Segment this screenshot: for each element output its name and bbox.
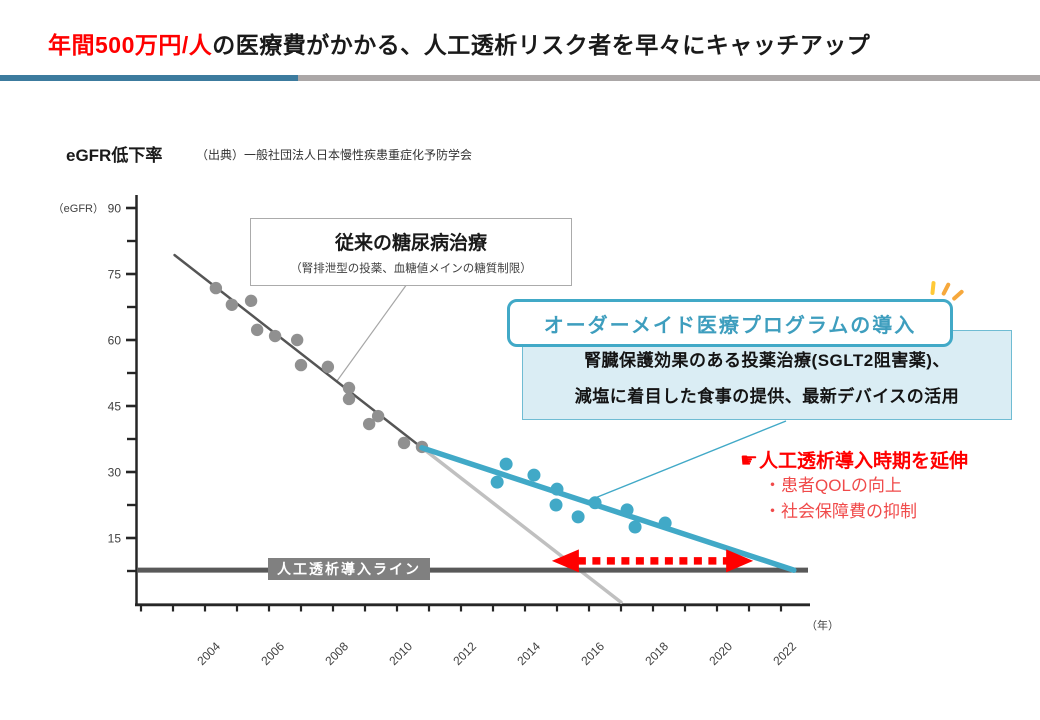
x-tick-label: 2012 bbox=[450, 639, 479, 668]
conventional-treatment-title: 従来の糖尿病治療 bbox=[334, 233, 487, 254]
program-data-point bbox=[571, 510, 585, 524]
program-data-point bbox=[527, 468, 541, 482]
conventional-data-point bbox=[290, 333, 304, 347]
program-data-point bbox=[628, 520, 642, 534]
benefit-item: ・患者QOLの向上 bbox=[764, 476, 902, 495]
dialysis-line-label: 人工透析導入ライン bbox=[268, 558, 430, 580]
conventional-data-point bbox=[371, 409, 385, 423]
program-detail-line1: 腎臓保護効果のある投薬治療(SGLT2阻害薬)、 bbox=[584, 351, 950, 370]
conventional-data-point bbox=[209, 281, 223, 295]
y-tick-label: 15 bbox=[108, 532, 122, 546]
y-tick-label: 45 bbox=[108, 400, 122, 414]
y-tick-label: 60 bbox=[108, 334, 122, 348]
x-tick-label: 2014 bbox=[514, 639, 543, 668]
x-tick-label: 2004 bbox=[194, 639, 223, 668]
conventional-data-point bbox=[225, 298, 239, 311]
benefit-heading-text: 人工透析導入時期を延伸 bbox=[758, 451, 968, 472]
page-title-rest: の医療費がかかる、人工透析リスク者を早々にキャッチアップ bbox=[212, 32, 871, 58]
chart-source: （出典）一般社団法人日本慢性疾患重症化予防学会 bbox=[196, 148, 473, 162]
conventional-data-point bbox=[397, 436, 411, 450]
program-data-point bbox=[588, 496, 602, 510]
page-title-highlight: 年間500万円/人 bbox=[48, 32, 213, 58]
x-tick-label: 2020 bbox=[706, 639, 735, 668]
program-data-point bbox=[620, 503, 634, 517]
program-data-point bbox=[549, 498, 563, 512]
conventional-treatment-box: 従来の糖尿病治療 （腎排泄型の投薬、血糖値メインの糖質制限） bbox=[250, 218, 572, 286]
x-tick-label: 2016 bbox=[578, 639, 607, 668]
extension-arrow-left-head bbox=[551, 549, 579, 573]
program-data-point bbox=[550, 482, 564, 496]
pointing-hand-icon: ☛ bbox=[740, 450, 758, 472]
conventional-data-point bbox=[268, 329, 282, 343]
conventional-data-point bbox=[321, 360, 335, 374]
benefit-annotation: ☛人工透析導入時期を延伸 ・患者QOLの向上 ・社会保障費の抑制 bbox=[740, 446, 968, 525]
program-title-box: オーダーメイド医療プログラムの導入 bbox=[507, 299, 953, 347]
x-tick-label: 2008 bbox=[322, 639, 351, 668]
y-tick-label: 75 bbox=[108, 268, 122, 282]
x-tick-label: 2006 bbox=[258, 639, 287, 668]
conventional-treatment-subtitle: （腎排泄型の投薬、血糖値メインの糖質制限） bbox=[290, 263, 532, 275]
benefit-item: ・社会保障費の抑制 bbox=[764, 502, 917, 521]
y-tick-label: 30 bbox=[108, 466, 122, 480]
program-data-point bbox=[499, 457, 513, 471]
x-tick-label: 2022 bbox=[770, 639, 799, 668]
y-tick-label: 90 bbox=[108, 202, 122, 216]
header-rule-blue bbox=[0, 75, 298, 81]
program-data-point bbox=[490, 475, 504, 489]
chart-title: eGFR低下率 bbox=[66, 146, 163, 165]
x-tick-label: 2018 bbox=[642, 639, 671, 668]
conventional-data-point bbox=[342, 381, 356, 395]
x-axis-unit-label: （年） bbox=[806, 620, 839, 632]
header-rule-gray bbox=[298, 75, 1040, 81]
conventional-data-point bbox=[244, 294, 258, 308]
x-tick-label: 2010 bbox=[386, 639, 415, 668]
program-detail-line2: 減塩に着目した食事の提供、最新デバイスの活用 bbox=[574, 387, 960, 406]
conventional-data-point bbox=[342, 392, 356, 406]
program-box-connector bbox=[584, 420, 787, 503]
conventional-data-point bbox=[250, 323, 264, 337]
y-axis-unit-label: （eGFR） bbox=[53, 202, 104, 215]
benefit-heading: ☛人工透析導入時期を延伸 bbox=[740, 446, 968, 473]
conventional-data-point bbox=[362, 417, 376, 431]
conventional-box-connector bbox=[336, 283, 408, 382]
extension-arrow-right-head bbox=[726, 549, 754, 573]
conventional-data-point bbox=[294, 358, 308, 372]
projection-trend bbox=[420, 446, 623, 604]
program-data-point bbox=[658, 516, 672, 530]
page-title: 年間500万円/人の医療費がかかる、人工透析リスク者を早々にキャッチアップ bbox=[48, 26, 870, 60]
program-trend bbox=[419, 445, 797, 573]
program-title-label: オーダーメイド医療プログラムの導入 bbox=[543, 314, 917, 337]
